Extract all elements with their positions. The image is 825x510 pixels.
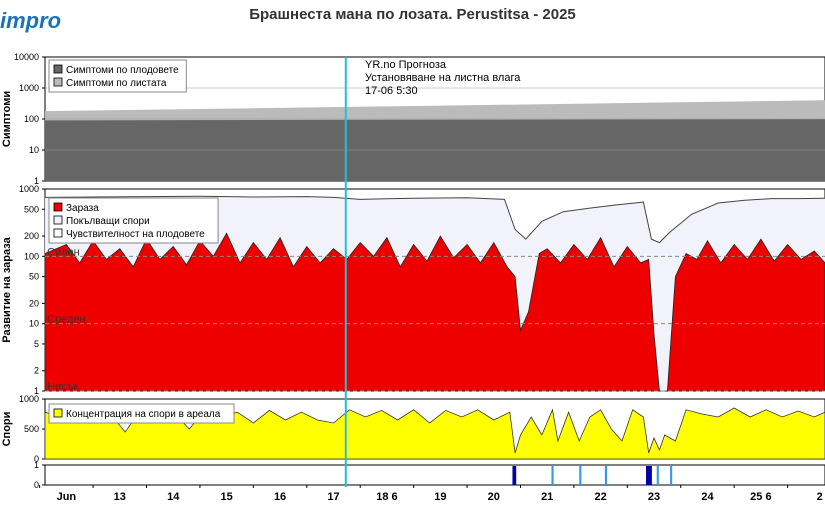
symptoms-ytick-label: 10000 (14, 52, 39, 62)
symptoms-legend-swatch (53, 64, 63, 74)
symptoms-legend-entry: Симптоми по плодовете (66, 65, 179, 76)
leaf-wetness-bar (551, 466, 554, 485)
infection-legend-swatch (53, 228, 63, 238)
spores-legend-box (48, 403, 235, 424)
risk-level-label: Силен (47, 246, 80, 258)
spores-legend-entry: Концентрация на спори в ареала (66, 409, 221, 420)
x-tick-label: 18 6 (376, 491, 397, 503)
infection-ytick-label: 2 (34, 366, 39, 376)
infection-legend-entry: Зараза (66, 203, 99, 214)
infection-ytick-label: 10 (29, 319, 39, 329)
x-tick-label: 19 (434, 491, 446, 503)
infection-ytick-label: 5 (34, 339, 39, 349)
leaf-wetness-bar (604, 466, 608, 485)
x-tick-label: 24 (701, 491, 714, 503)
spores-ytick-label: 1000 (19, 394, 39, 404)
infection-ytick-label: 50 (29, 272, 39, 282)
leaf_wetness-ytick-label: 1 (34, 460, 39, 470)
forecast-label-line3: 17-06 5:30 (365, 85, 418, 97)
symptoms-legend-swatch (53, 77, 63, 87)
risk-level-label: Среден (47, 314, 86, 326)
symptoms-ytick-label: 1000 (19, 83, 39, 93)
x-tick-label: 16 (274, 491, 286, 503)
infection-legend-box (48, 197, 219, 244)
symptoms-ytick-label: 10 (29, 145, 39, 155)
symptoms-axis-title: Симптоми (1, 91, 13, 147)
forecast-label-line2: Установяване на листна влага (365, 72, 521, 84)
leaf-wetness-bar (670, 466, 673, 485)
infection-area (44, 232, 825, 392)
infection-ytick-label: 100 (24, 251, 39, 261)
symptoms-legend-entry: Симптоми по листата (66, 78, 167, 89)
infection-ytick-label: 500 (24, 204, 39, 214)
leaf-wetness-bar (656, 466, 659, 485)
infection-ytick-label: 200 (24, 231, 39, 241)
forecast-label-line1: YR.no Прогноза (365, 59, 447, 71)
infection-ytick-label: 1000 (19, 184, 39, 194)
x-tick-label: 25 6 (750, 491, 771, 503)
impro-logo: impro (0, 8, 62, 33)
x-tick-label: 23 (648, 491, 660, 503)
x-tick-label: 13 (114, 491, 126, 503)
symptoms-legend-box (48, 59, 187, 93)
infection-legend-entry: Покълващи спори (66, 216, 150, 227)
infection-axis-title: Развитие на зараза (1, 236, 13, 342)
infection-legend-entry: Чувствителност на плодовете (66, 229, 205, 240)
risk-level-label: Нисък (47, 381, 78, 393)
x-tick-label: 14 (167, 491, 180, 503)
spores-legend-swatch (53, 408, 63, 418)
x-tick-label: 22 (594, 491, 606, 503)
chart-title: Брашнеста мана по лозата. Perustitsa - 2… (249, 6, 576, 23)
spore-concentration-area (44, 407, 825, 460)
leaf_wetness-ytick-label: 0 (34, 480, 39, 490)
spores-axis-title: Спори (1, 412, 13, 447)
leaf-wetness-bar (512, 466, 517, 485)
x-tick-label: 20 (488, 491, 500, 503)
x-tick-label: 15 (221, 491, 233, 503)
infection-legend-swatch (53, 215, 63, 225)
infection-legend-swatch (53, 202, 63, 212)
x-tick-label: 2 (817, 491, 823, 503)
infection-ytick-label: 20 (29, 298, 39, 308)
x-tick-label: Jun (57, 491, 77, 503)
symptoms-ytick-label: 1 (34, 176, 39, 186)
infection-ytick-label: 1 (34, 386, 39, 396)
spores-ytick-label: 0 (34, 454, 39, 464)
leaf_wetness-frame (44, 464, 825, 486)
x-tick-label: 17 (327, 491, 339, 503)
symptoms-ytick-label: 100 (24, 114, 39, 124)
spores-ytick-label: 500 (24, 424, 39, 434)
leaf-wetness-bar (579, 466, 582, 485)
germinating-spores-line (44, 195, 825, 244)
x-tick-label: 21 (541, 491, 553, 503)
leaf-wetness-bar (646, 466, 652, 485)
